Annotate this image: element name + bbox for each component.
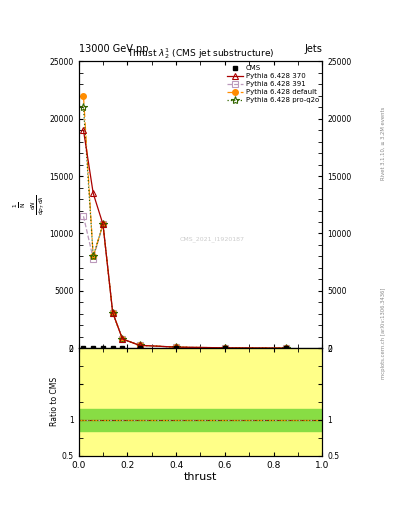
Pythia 6.428 pro-q2o <box>101 221 105 227</box>
Pythia 6.428 391 <box>120 336 125 342</box>
Pythia 6.428 370 <box>174 344 178 350</box>
Pythia 6.428 default <box>137 342 142 348</box>
Pythia 6.428 pro-q2o <box>120 336 125 342</box>
Text: mcplots.cern.ch [arXiv:1306.3436]: mcplots.cern.ch [arXiv:1306.3436] <box>381 287 386 378</box>
Text: Jets: Jets <box>305 44 322 54</box>
Pythia 6.428 391 <box>81 213 86 219</box>
Text: CMS_2021_I1920187: CMS_2021_I1920187 <box>180 237 245 242</box>
Pythia 6.428 370 <box>101 221 105 227</box>
Pythia 6.428 default <box>222 345 227 351</box>
Pythia 6.428 370 <box>137 342 142 348</box>
CMS <box>174 345 178 351</box>
Line: Pythia 6.428 391: Pythia 6.428 391 <box>80 213 289 351</box>
Pythia 6.428 391 <box>222 345 227 351</box>
Bar <box>79 409 322 431</box>
Y-axis label: Ratio to CMS: Ratio to CMS <box>50 377 59 426</box>
Pythia 6.428 default <box>91 253 95 260</box>
Title: Thrust $\lambda_2^1$ (CMS jet substructure): Thrust $\lambda_2^1$ (CMS jet substructu… <box>127 47 274 61</box>
Pythia 6.428 391 <box>137 342 142 348</box>
CMS <box>110 345 115 351</box>
CMS <box>101 345 105 351</box>
Pythia 6.428 pro-q2o <box>110 310 115 316</box>
Legend: CMS, Pythia 6.428 370, Pythia 6.428 391, Pythia 6.428 default, Pythia 6.428 pro-: CMS, Pythia 6.428 370, Pythia 6.428 391,… <box>226 63 320 104</box>
CMS <box>91 345 95 351</box>
X-axis label: thrust: thrust <box>184 472 217 482</box>
Pythia 6.428 pro-q2o <box>222 345 227 351</box>
Pythia 6.428 370 <box>283 345 288 351</box>
Pythia 6.428 391 <box>283 345 288 351</box>
Text: 13000 GeV pp: 13000 GeV pp <box>79 44 148 54</box>
Pythia 6.428 default <box>101 221 105 227</box>
Pythia 6.428 pro-q2o <box>91 253 95 260</box>
Pythia 6.428 pro-q2o <box>283 345 288 351</box>
CMS <box>283 345 288 351</box>
Pythia 6.428 391 <box>174 344 178 350</box>
Pythia 6.428 370 <box>222 345 227 351</box>
Pythia 6.428 370 <box>81 127 86 133</box>
Pythia 6.428 370 <box>91 190 95 197</box>
Pythia 6.428 pro-q2o <box>81 104 86 111</box>
CMS <box>222 345 227 351</box>
Pythia 6.428 391 <box>91 255 95 262</box>
Line: Pythia 6.428 pro-q2o: Pythia 6.428 pro-q2o <box>79 103 290 352</box>
CMS <box>137 345 142 351</box>
CMS <box>120 345 125 351</box>
Pythia 6.428 default <box>120 336 125 342</box>
Pythia 6.428 391 <box>101 221 105 227</box>
Line: Pythia 6.428 default: Pythia 6.428 default <box>81 93 288 351</box>
Pythia 6.428 default <box>174 344 178 350</box>
Pythia 6.428 default <box>110 310 115 316</box>
CMS <box>81 345 86 351</box>
Pythia 6.428 default <box>81 93 86 99</box>
Pythia 6.428 391 <box>110 310 115 316</box>
Pythia 6.428 default <box>283 345 288 351</box>
Pythia 6.428 370 <box>120 336 125 342</box>
Line: Pythia 6.428 370: Pythia 6.428 370 <box>80 127 289 351</box>
Pythia 6.428 pro-q2o <box>137 342 142 348</box>
Line: CMS: CMS <box>81 346 288 351</box>
Pythia 6.428 370 <box>110 310 115 316</box>
Y-axis label: $\frac{1}{\mathrm{N}}$
$\frac{\mathrm{d}N}{\mathrm{d}p_T\,\mathrm{d}\lambda}$: $\frac{1}{\mathrm{N}}$ $\frac{\mathrm{d}… <box>11 195 47 215</box>
Text: Rivet 3.1.10, ≥ 3.2M events: Rivet 3.1.10, ≥ 3.2M events <box>381 106 386 180</box>
Pythia 6.428 pro-q2o <box>174 344 178 350</box>
